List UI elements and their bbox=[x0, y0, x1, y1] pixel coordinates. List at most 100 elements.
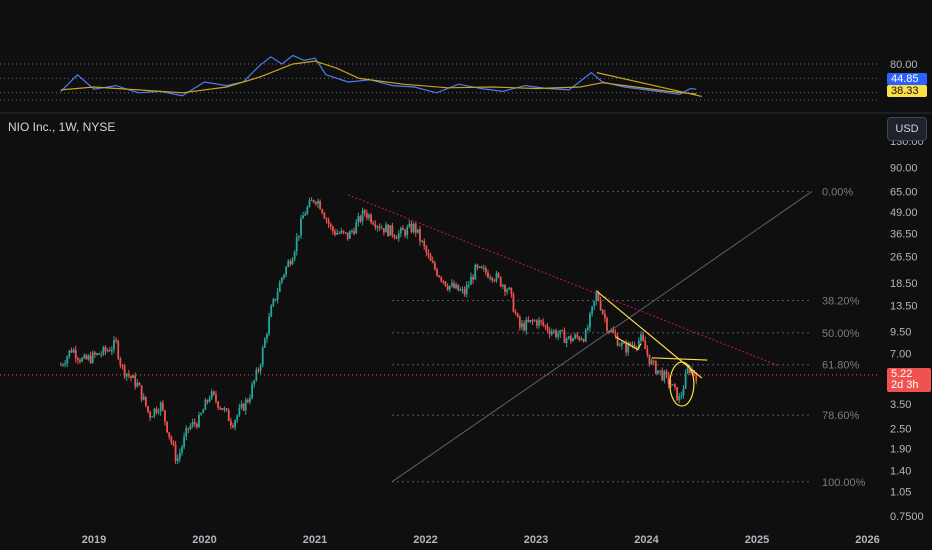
candle-body bbox=[380, 228, 383, 230]
candle-body bbox=[482, 268, 485, 270]
candle-body bbox=[419, 229, 421, 242]
candle-body bbox=[127, 373, 130, 376]
candle-body bbox=[164, 410, 166, 422]
candle-body bbox=[251, 384, 253, 399]
candle-body bbox=[263, 338, 266, 348]
candle-body bbox=[255, 369, 258, 381]
candle-body bbox=[393, 235, 396, 238]
candle-body bbox=[448, 285, 451, 290]
candle-body bbox=[297, 235, 300, 238]
candle-body bbox=[314, 202, 317, 204]
candle-body bbox=[159, 402, 162, 412]
candle-body bbox=[136, 382, 139, 387]
candle-body bbox=[412, 223, 415, 232]
candle-body bbox=[387, 224, 389, 236]
candle-body bbox=[351, 230, 353, 232]
candle-body bbox=[682, 388, 685, 396]
candle-body bbox=[633, 344, 636, 348]
candle-body bbox=[478, 266, 481, 268]
candle-body bbox=[74, 349, 77, 359]
price-tick-label: 9.50 bbox=[890, 326, 911, 338]
candle-body bbox=[138, 382, 141, 386]
candle-body bbox=[249, 398, 251, 402]
candle-body bbox=[506, 289, 508, 292]
time-tick-label: 2025 bbox=[745, 534, 769, 546]
candle-body bbox=[234, 420, 236, 428]
candle-body bbox=[487, 272, 489, 278]
candle-body bbox=[181, 446, 183, 453]
bar-countdown: 2d 3h bbox=[891, 379, 919, 391]
candle-body bbox=[344, 232, 347, 234]
candle-body bbox=[425, 246, 428, 253]
candle-body bbox=[525, 319, 528, 331]
candle-body bbox=[257, 369, 260, 371]
candle-body bbox=[453, 283, 455, 289]
candle-body bbox=[198, 414, 200, 428]
candle-body bbox=[191, 422, 194, 426]
candle-body bbox=[597, 292, 600, 301]
candle-body bbox=[661, 370, 664, 381]
candle-body bbox=[444, 281, 447, 287]
candle-body bbox=[370, 214, 372, 223]
candle-body bbox=[242, 403, 245, 411]
candle-body bbox=[538, 320, 540, 326]
candle-body bbox=[629, 342, 632, 346]
candle-body bbox=[83, 355, 86, 359]
candle-body bbox=[576, 334, 579, 337]
candle-body bbox=[121, 365, 124, 367]
candle-body bbox=[606, 318, 608, 331]
currency-button[interactable]: USD bbox=[887, 117, 927, 141]
candle-body bbox=[644, 340, 647, 350]
candle-body bbox=[76, 358, 79, 360]
candle-body bbox=[151, 416, 154, 418]
candle-body bbox=[527, 319, 530, 322]
candle-body bbox=[501, 285, 504, 287]
price-tick-label: 65.00 bbox=[890, 186, 918, 198]
candle-body bbox=[608, 330, 610, 333]
candle-body bbox=[559, 330, 562, 335]
candle-body bbox=[189, 425, 192, 429]
candle-body bbox=[580, 339, 583, 341]
rsi-ma-value-badge: 38.33 bbox=[887, 85, 927, 97]
candle-body bbox=[232, 425, 234, 428]
candle-body bbox=[210, 391, 213, 399]
candle-body bbox=[195, 424, 198, 428]
candle-body bbox=[208, 398, 211, 402]
candle-body bbox=[204, 400, 207, 410]
candle-body bbox=[574, 334, 576, 339]
price-tick-label: 1.40 bbox=[890, 466, 911, 478]
candle-body bbox=[442, 280, 445, 282]
candle-body bbox=[395, 237, 398, 239]
candle-body bbox=[523, 323, 525, 331]
candle-body bbox=[470, 276, 472, 285]
symbol-title: NIO Inc., 1W, NYSE bbox=[8, 120, 116, 134]
rsi-ma-line bbox=[60, 60, 697, 95]
candle-body bbox=[595, 292, 598, 302]
fibonacci-retracement: 0.00% 38.20% 50.00% 61.80% 78.60% 100.00% bbox=[391, 186, 866, 489]
price-tick-label: 1.05 bbox=[890, 487, 911, 499]
candle-body bbox=[546, 325, 549, 331]
candle-body bbox=[616, 335, 619, 346]
candle-body bbox=[654, 361, 657, 374]
candle-body bbox=[174, 444, 177, 462]
candle-body bbox=[565, 338, 568, 343]
time-tick-label: 2026 bbox=[855, 534, 879, 546]
candle-body bbox=[287, 261, 290, 267]
candle-body bbox=[219, 407, 222, 409]
yellow-channel-shape bbox=[615, 336, 642, 351]
candle-body bbox=[130, 375, 132, 378]
candle-body bbox=[552, 330, 555, 332]
last-price-badge: 5.22 2d 3h bbox=[887, 368, 931, 392]
candle-body bbox=[361, 210, 364, 222]
candle-body bbox=[106, 350, 109, 352]
candle-body bbox=[555, 330, 557, 337]
candle-body bbox=[280, 277, 283, 283]
candle-body bbox=[321, 209, 324, 214]
candle-body bbox=[276, 292, 279, 300]
candle-body bbox=[102, 347, 105, 355]
candle-body bbox=[436, 269, 438, 276]
candle-body bbox=[476, 264, 479, 268]
yellow-downtrend-line bbox=[596, 290, 703, 379]
candle-body bbox=[291, 259, 294, 265]
